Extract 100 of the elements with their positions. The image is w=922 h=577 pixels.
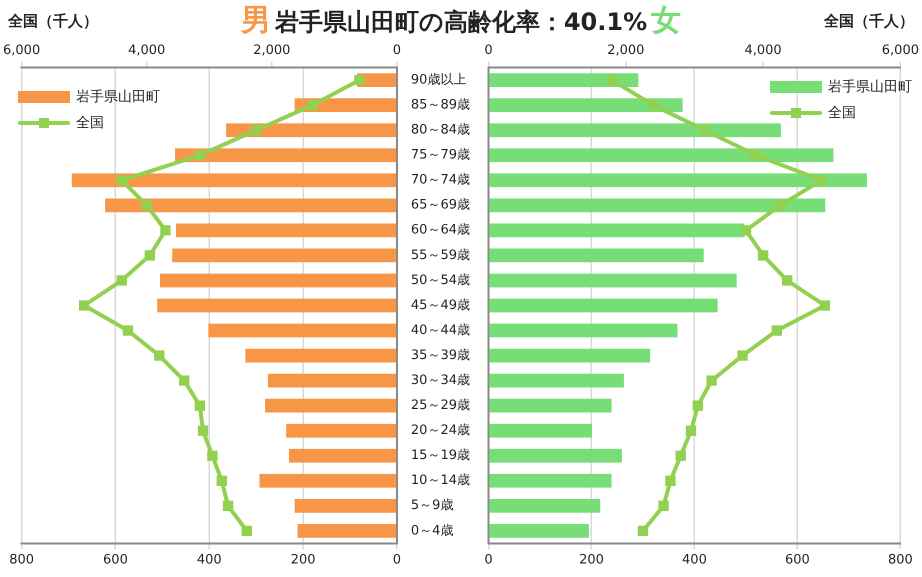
bar: [489, 324, 678, 338]
x-tick-label: 800: [888, 552, 913, 568]
bar: [489, 223, 744, 238]
x2-tick-label: 6,000: [882, 43, 919, 58]
point: [665, 476, 676, 486]
x-tick-label: 0: [484, 552, 493, 568]
bar: [172, 248, 396, 262]
x-tick-label: 400: [682, 552, 707, 568]
point: [648, 100, 658, 110]
y-tick-label: 15～19歳: [410, 448, 470, 464]
point: [706, 375, 717, 386]
bar: [226, 123, 396, 138]
point: [782, 275, 792, 286]
point: [116, 175, 127, 186]
point: [78, 300, 90, 311]
bar: [489, 524, 589, 538]
text: 岩手県山田町の高齢化率：40.1%: [274, 7, 648, 38]
x2-tick-label: 0: [392, 43, 402, 58]
bar: [489, 398, 612, 413]
bar: [489, 173, 867, 188]
point: [658, 500, 669, 512]
x-tick-label: 800: [9, 552, 34, 568]
y-tick-label: 45～49歳: [410, 298, 470, 313]
bar: [489, 248, 704, 262]
bar: [265, 398, 396, 413]
point: [122, 325, 134, 336]
legend-label: 全国: [76, 114, 104, 132]
x2-tick-label: 2,000: [253, 43, 290, 58]
bar: [245, 348, 396, 362]
point: [692, 400, 704, 411]
bar: [105, 198, 396, 212]
y-tick-label: 85～89歳: [410, 98, 470, 113]
bar: [489, 424, 592, 438]
point: [354, 74, 365, 86]
point: [700, 125, 710, 136]
bar: [160, 274, 396, 288]
point: [222, 500, 234, 512]
bar: [489, 73, 638, 88]
text: 女: [651, 2, 682, 40]
y-tick-label: 0～4歳: [410, 523, 454, 538]
point: [676, 450, 686, 461]
y-tick-label: 90歳以上: [410, 72, 466, 88]
y-tick-label: 5～9歳: [410, 498, 454, 514]
bar: [259, 474, 396, 488]
bar: [489, 298, 718, 312]
x2-axis-title: 全国（千人）: [8, 12, 98, 31]
x2-axis-title: 全国（千人）: [824, 12, 914, 31]
text: 男: [240, 2, 271, 40]
y-tick-label: 50～54歳: [410, 272, 470, 288]
y-tick-label: 70～74歳: [410, 172, 470, 188]
y-tick-label: 35～39歳: [410, 348, 470, 363]
bar: [489, 448, 622, 463]
point: [154, 350, 164, 361]
point: [144, 250, 156, 261]
y-tick-label: 40～44歳: [410, 322, 470, 338]
bar: [489, 374, 624, 388]
y-tick-label: 60～64歳: [410, 222, 470, 238]
y-tick-label: 10～14歳: [410, 473, 470, 488]
x-tick-label: 200: [579, 552, 604, 568]
legend-label: 全国: [828, 104, 856, 122]
bar: [489, 474, 612, 488]
point: [242, 526, 252, 536]
bar: [489, 148, 834, 162]
point: [198, 426, 208, 436]
bar: [157, 298, 396, 312]
point: [758, 250, 768, 261]
point: [142, 200, 152, 211]
bar: [489, 198, 826, 212]
point: [740, 225, 752, 236]
bar: [489, 274, 737, 288]
bar: [289, 448, 396, 463]
bar: [286, 424, 396, 438]
point: [194, 400, 206, 411]
bar: [294, 498, 396, 513]
point: [686, 426, 696, 436]
bar: [489, 348, 650, 362]
x2-tick-label: 0: [484, 43, 493, 58]
bar: [297, 524, 396, 538]
y-tick-label: 30～34歳: [410, 373, 470, 388]
point: [772, 325, 782, 336]
x-tick-label: 200: [290, 552, 316, 568]
point: [307, 100, 318, 110]
x2-tick-label: 4,000: [744, 43, 782, 58]
bar: [176, 223, 396, 238]
legend-label: 岩手県山田町: [76, 88, 160, 106]
y-tick-label: 55～59歳: [410, 248, 470, 263]
y-tick-label: 80～84歳: [410, 122, 470, 138]
bar: [489, 123, 781, 138]
x2-tick-label: 6,000: [3, 43, 40, 58]
x-tick-label: 400: [196, 552, 222, 568]
point: [194, 150, 206, 160]
x-tick-label: 0: [392, 552, 402, 568]
y-tick-label: 65～69歳: [410, 198, 470, 213]
point: [606, 74, 618, 86]
point: [116, 275, 127, 286]
point: [250, 125, 262, 136]
point: [638, 526, 648, 536]
point: [160, 225, 171, 236]
point: [216, 476, 227, 486]
point: [737, 350, 748, 361]
